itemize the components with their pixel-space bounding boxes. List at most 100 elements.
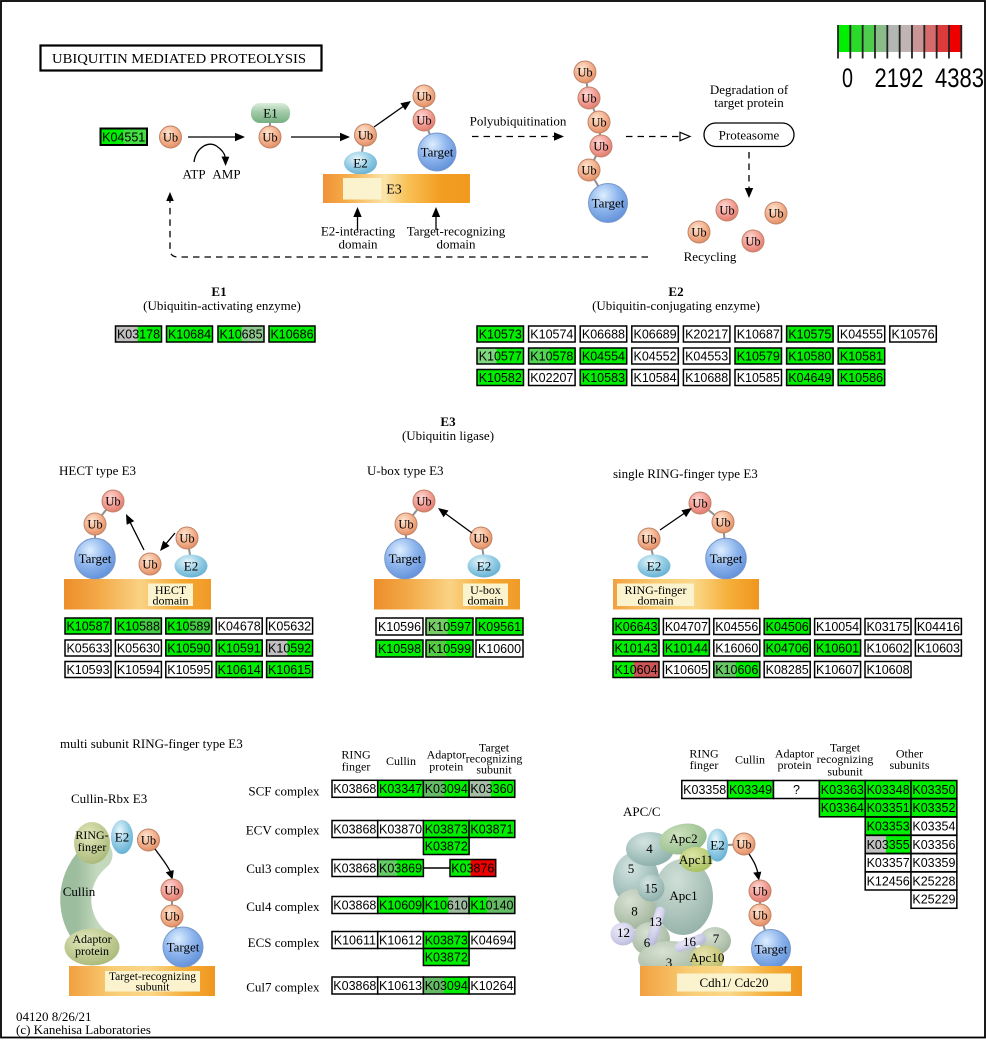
svg-text:K03868: K03868 <box>333 822 376 836</box>
svg-text:K10576: K10576 <box>891 327 934 341</box>
svg-text:K03359: K03359 <box>912 856 955 870</box>
svg-text:K12456: K12456 <box>867 874 910 888</box>
svg-text:ECS complex: ECS complex <box>248 935 320 950</box>
svg-text:K03873: K03873 <box>425 822 468 836</box>
svg-text:K04552: K04552 <box>633 349 676 363</box>
svg-text:K03868: K03868 <box>333 861 376 875</box>
svg-text:0: 0 <box>842 63 853 93</box>
svg-text:Target: Target <box>830 741 861 755</box>
svg-text:K10054: K10054 <box>816 620 859 634</box>
svg-text:K10599: K10599 <box>428 642 471 656</box>
svg-text:E2: E2 <box>353 156 367 171</box>
svg-text:K10686: K10686 <box>270 327 313 341</box>
svg-text:Apc2: Apc2 <box>669 831 697 846</box>
svg-text:K10604: K10604 <box>614 663 657 677</box>
svg-text:HECT: HECT <box>155 583 187 597</box>
svg-text:(Ubiquitin-conjugating enzyme): (Ubiquitin-conjugating enzyme) <box>592 298 760 313</box>
svg-text:recognizing: recognizing <box>466 752 523 766</box>
svg-text:K03868: K03868 <box>333 782 376 796</box>
svg-text:Target: Target <box>79 551 112 566</box>
svg-text:K03357: K03357 <box>867 856 910 870</box>
svg-text:K05632: K05632 <box>268 619 311 633</box>
svg-text:Apc11: Apc11 <box>679 852 713 867</box>
svg-text:K10595: K10595 <box>167 663 210 677</box>
svg-text:K03876: K03876 <box>451 861 494 875</box>
svg-text:Ub: Ub <box>398 518 413 532</box>
svg-text:K03178: K03178 <box>117 327 160 341</box>
svg-text:domain: domain <box>468 593 504 607</box>
svg-text:finger: finger <box>690 758 719 772</box>
svg-text:Ub: Ub <box>692 497 707 511</box>
svg-text:K10600: K10600 <box>478 642 521 656</box>
svg-text:recognizing: recognizing <box>817 752 874 766</box>
svg-text:K10591: K10591 <box>218 641 261 655</box>
svg-text:Ub: Ub <box>164 884 179 898</box>
svg-text:K10610: K10610 <box>425 898 468 912</box>
svg-text:K10143: K10143 <box>614 641 657 655</box>
svg-text:Other: Other <box>896 747 923 761</box>
svg-text:Cul7 complex: Cul7 complex <box>246 980 320 995</box>
svg-text:K10614: K10614 <box>218 663 261 677</box>
svg-text:Cullin: Cullin <box>735 753 765 767</box>
svg-text:K10688: K10688 <box>685 371 728 385</box>
svg-text:UBIQUITIN MEDIATED PROTEOLYSIS: UBIQUITIN MEDIATED PROTEOLYSIS <box>52 52 306 67</box>
svg-text:Adaptor: Adaptor <box>775 747 814 761</box>
svg-text:Ub: Ub <box>105 495 120 509</box>
svg-text:APC/C: APC/C <box>623 804 661 819</box>
svg-text:Ub: Ub <box>593 140 608 154</box>
svg-text:Proteasome: Proteasome <box>719 128 780 143</box>
svg-text:K08285: K08285 <box>766 663 809 677</box>
svg-text:K03354: K03354 <box>912 820 955 834</box>
svg-text:K03347: K03347 <box>379 782 422 796</box>
svg-text:K03872: K03872 <box>425 839 468 853</box>
svg-text:K10584: K10584 <box>633 371 676 385</box>
svg-text:Cullin: Cullin <box>63 884 96 899</box>
svg-text:target protein: target protein <box>714 95 784 110</box>
svg-text:K20217: K20217 <box>685 327 728 341</box>
svg-text:Ub: Ub <box>752 885 767 899</box>
svg-text:K03364: K03364 <box>821 801 864 815</box>
svg-text:subunit: subunit <box>136 982 171 994</box>
svg-text:Ub: Ub <box>473 532 488 546</box>
svg-text:K10577: K10577 <box>479 349 522 363</box>
svg-text:K03349: K03349 <box>729 783 772 797</box>
svg-text:K10585: K10585 <box>737 371 780 385</box>
svg-text:K10593: K10593 <box>66 663 109 677</box>
svg-text:K10613: K10613 <box>379 979 422 993</box>
svg-text:U-box type E3: U-box type E3 <box>367 463 444 478</box>
svg-text:K10581: K10581 <box>840 349 883 363</box>
svg-text:K05630: K05630 <box>117 641 160 655</box>
svg-text:U-box: U-box <box>470 583 501 597</box>
svg-text:Cul4 complex: Cul4 complex <box>246 899 320 914</box>
svg-text:domain: domain <box>339 237 378 252</box>
svg-text:K10685: K10685 <box>219 327 262 341</box>
svg-text:domain: domain <box>153 593 189 607</box>
svg-text:4383: 4383 <box>935 63 984 93</box>
svg-text:Ub: Ub <box>581 92 596 106</box>
svg-text:K04554: K04554 <box>582 349 625 363</box>
svg-text:protein: protein <box>75 944 109 958</box>
svg-text:K04707: K04707 <box>665 620 708 634</box>
svg-text:K10580: K10580 <box>788 349 831 363</box>
svg-text:K10575: K10575 <box>788 327 831 341</box>
svg-text:E3: E3 <box>440 414 456 429</box>
svg-text:Adaptor: Adaptor <box>427 748 466 762</box>
svg-text:K03872: K03872 <box>425 950 468 964</box>
svg-text:K04678: K04678 <box>218 619 261 633</box>
svg-text:K10594: K10594 <box>117 663 160 677</box>
svg-text:subunit: subunit <box>827 765 863 779</box>
svg-text:E1: E1 <box>211 284 226 299</box>
svg-text:Ub: Ub <box>87 518 102 532</box>
svg-text:K10582: K10582 <box>479 371 522 385</box>
svg-text:8: 8 <box>631 904 638 919</box>
svg-text:K04556: K04556 <box>715 620 758 634</box>
svg-text:13: 13 <box>649 914 662 929</box>
svg-text:6: 6 <box>644 935 651 950</box>
svg-text:K10609: K10609 <box>379 898 422 912</box>
svg-text:5: 5 <box>628 861 635 876</box>
svg-text:Ub: Ub <box>262 131 277 145</box>
svg-text:K04551: K04551 <box>102 131 145 145</box>
svg-text:Cullin: Cullin <box>386 754 416 768</box>
svg-text:K03868: K03868 <box>333 898 376 912</box>
svg-text:K10144: K10144 <box>665 641 708 655</box>
